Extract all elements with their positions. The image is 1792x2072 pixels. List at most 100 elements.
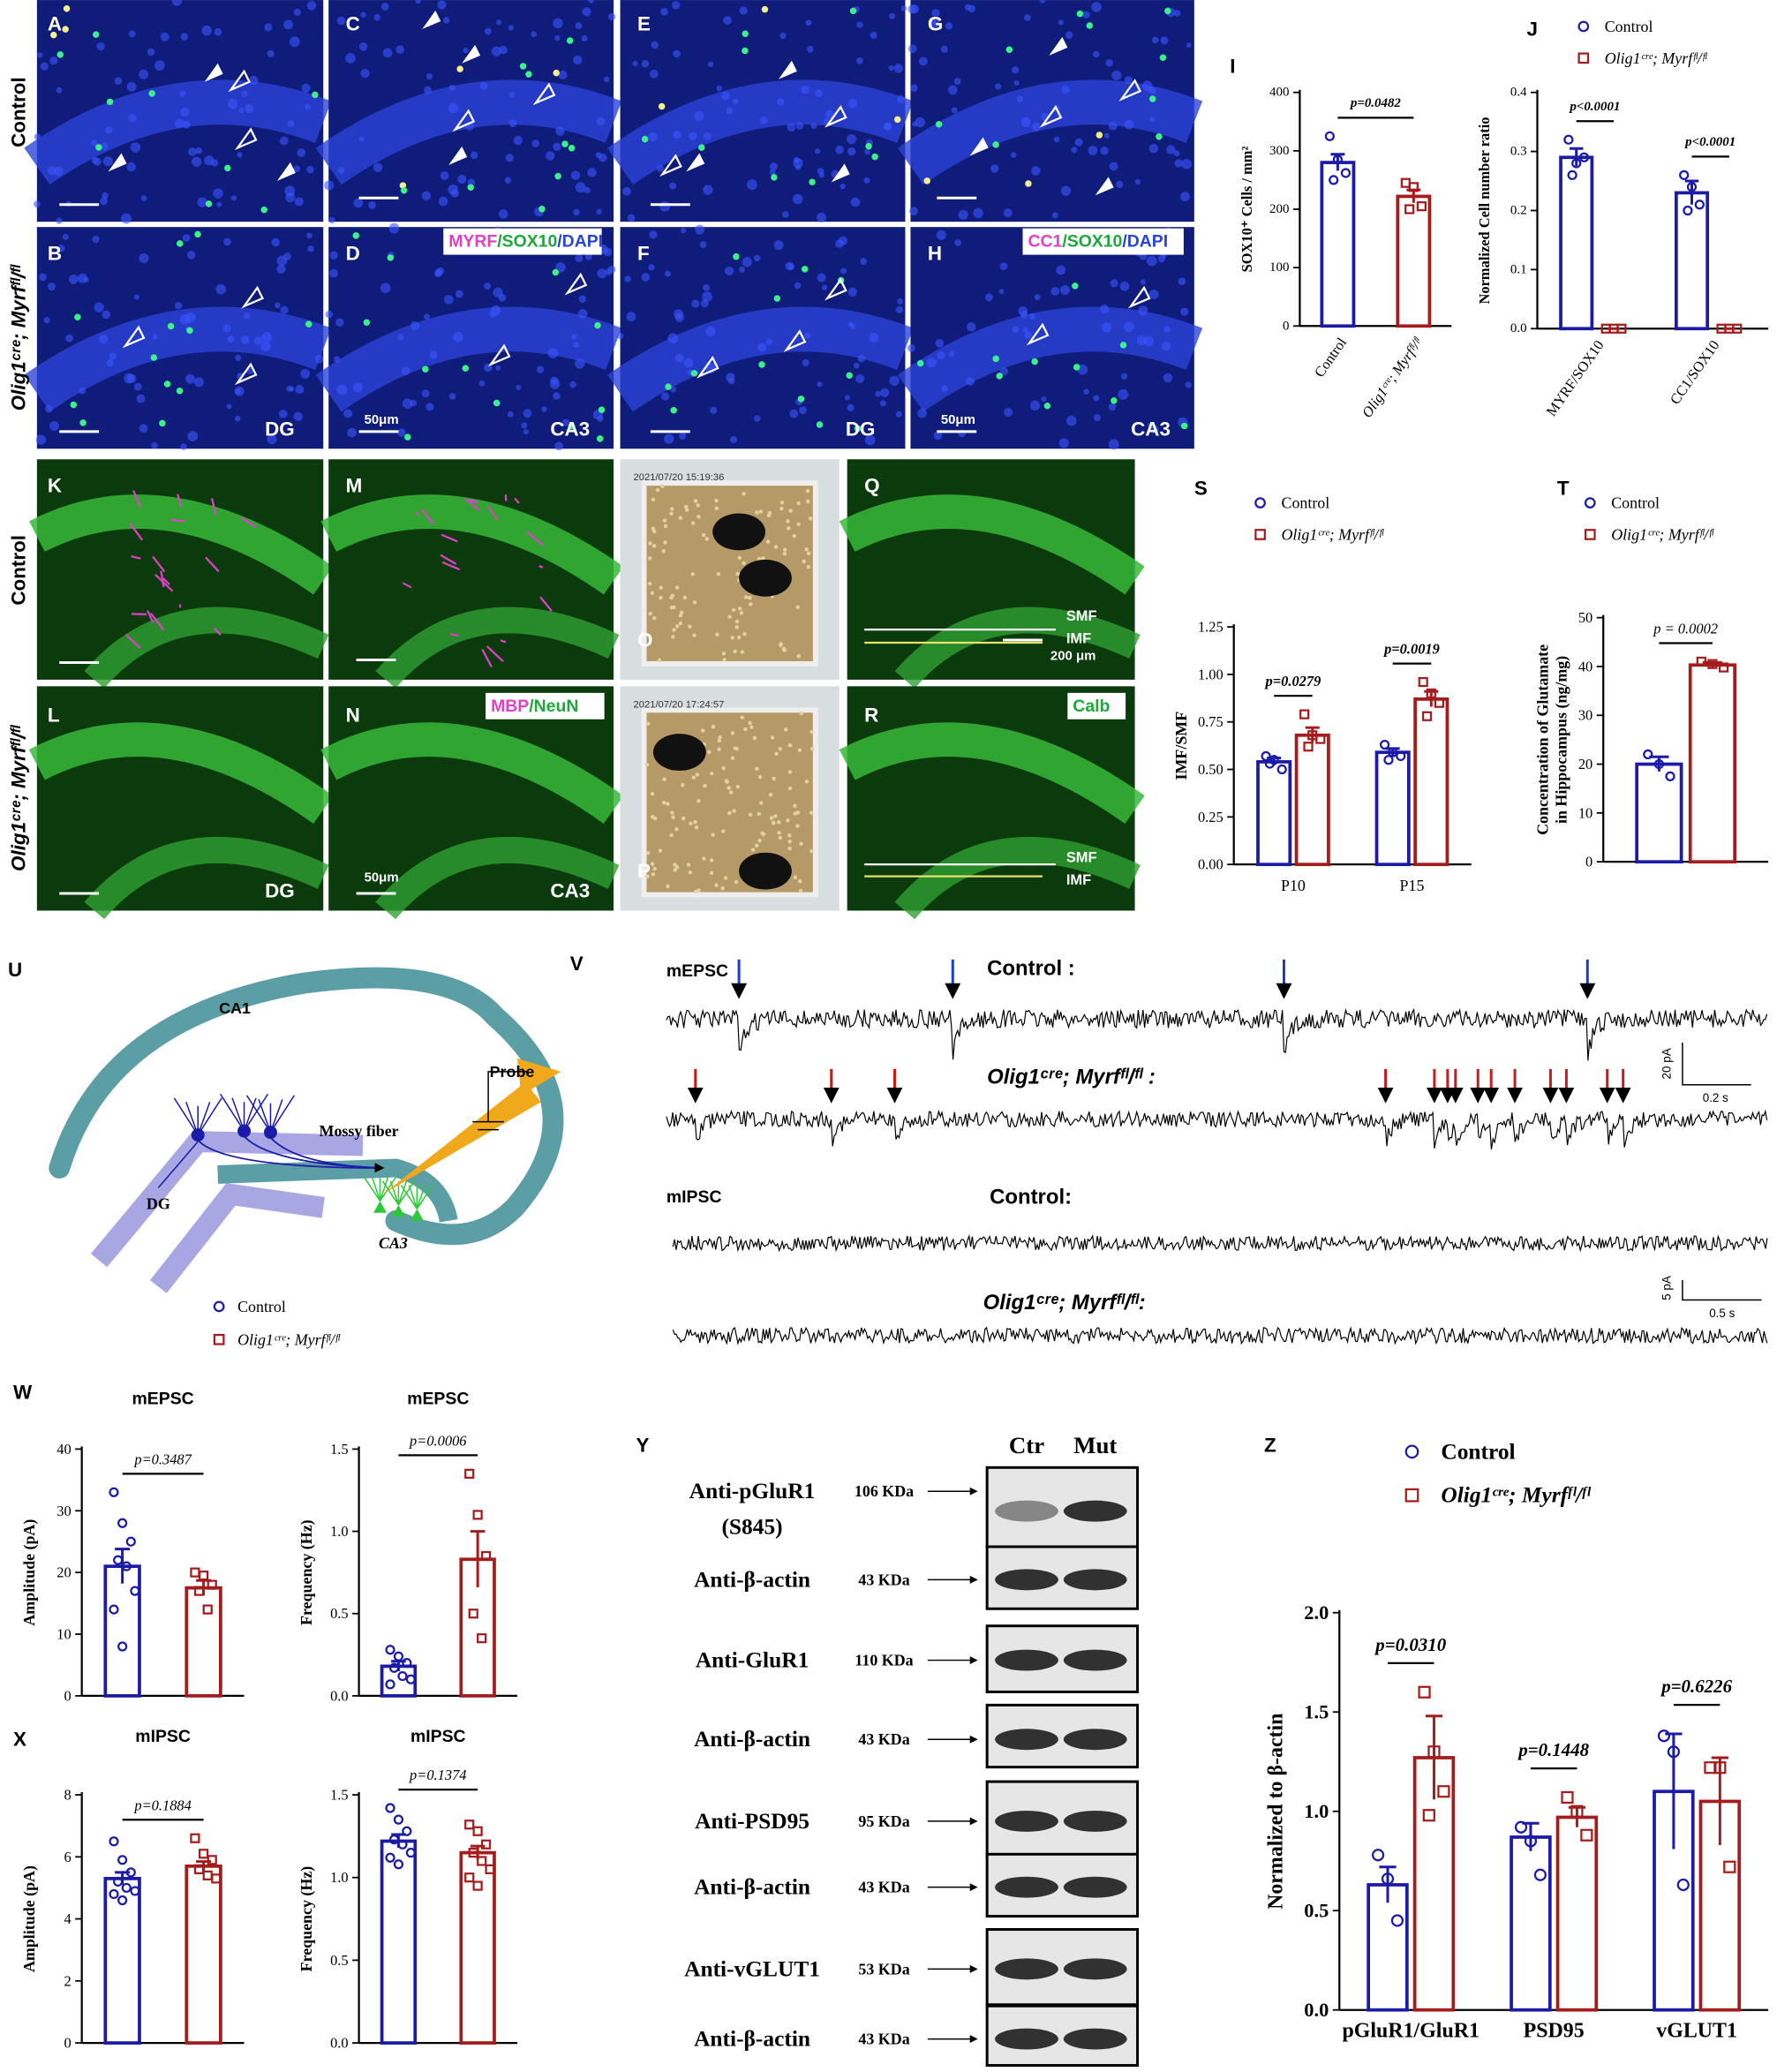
nucleus	[760, 117, 768, 124]
bedding-chip	[681, 816, 686, 821]
bedding-chip	[651, 497, 656, 502]
labeled-cell	[1076, 10, 1084, 18]
blot-band	[1063, 1569, 1127, 1591]
data-point	[1303, 742, 1314, 752]
bedding-chip	[809, 747, 815, 751]
nucleus	[491, 46, 502, 57]
micrograph	[607, 0, 914, 222]
data-point	[468, 1609, 478, 1619]
nucleus	[910, 4, 920, 14]
bedding-chip	[760, 831, 764, 836]
nucleus	[437, 0, 447, 10]
nucleus	[484, 27, 492, 35]
nucleus	[973, 207, 983, 219]
nucleus	[49, 57, 58, 65]
trace-label: Olig1ᶜʳᵉ; Myrfᶠˡ/ᶠˡ :	[987, 1065, 1156, 1089]
nucleus	[171, 0, 183, 6]
blot-sublabel: (S845)	[721, 1515, 782, 1540]
region-label: DG	[846, 418, 876, 440]
myelin	[160, 570, 165, 588]
legend-marker	[1577, 52, 1590, 64]
bedding-chip	[657, 658, 662, 663]
nucleus	[671, 1, 681, 10]
bedding-chip	[662, 777, 666, 782]
legend-marker	[1577, 20, 1590, 33]
labeled-cell	[163, 380, 171, 388]
labeled-cell	[568, 144, 576, 152]
data-point	[1676, 1878, 1690, 1892]
nucleus	[555, 126, 565, 136]
legend-marker	[1254, 497, 1266, 509]
pyramidal-cell	[410, 1209, 424, 1221]
bedding-chip	[696, 798, 701, 803]
nucleus	[893, 64, 904, 73]
nucleus	[267, 49, 275, 57]
bedding-chip	[717, 738, 722, 743]
nucleus	[1134, 178, 1141, 185]
nucleus	[732, 98, 739, 105]
ca1-field	[49, 967, 564, 1246]
nucleus	[276, 255, 288, 267]
ca3-dendrite	[408, 1185, 418, 1209]
nucleus	[855, 373, 865, 383]
labeled-cell	[205, 200, 213, 207]
legend-label: Control	[1605, 18, 1653, 35]
bar	[103, 1564, 141, 1698]
stain-label-box	[1067, 692, 1126, 720]
cell-layer	[24, 79, 332, 185]
bedding-chip	[650, 591, 655, 595]
nucleus	[966, 377, 975, 386]
nucleus	[470, 151, 478, 160]
bedding-chip	[733, 746, 738, 750]
nucleus	[660, 392, 670, 401]
bedding-chip	[782, 552, 787, 556]
legend-label: Olig1ᶜʳᵉ; Myrfᶠˡ/ᶠˡ	[1281, 525, 1384, 543]
bedding-chip	[730, 636, 734, 640]
nucleus	[895, 411, 902, 418]
data-point	[1400, 177, 1411, 188]
data-point	[1315, 734, 1326, 744]
labeled-cell	[742, 47, 749, 55]
stain-label-part: Calb	[1073, 697, 1110, 716]
nucleus	[1058, 19, 1064, 26]
labeled-cell	[871, 153, 878, 161]
data-point	[211, 1873, 222, 1884]
labeled-cell	[771, 174, 778, 181]
nucleus	[968, 4, 976, 13]
data-point	[402, 1658, 412, 1669]
labeled-cell	[462, 365, 470, 372]
myelin	[450, 633, 459, 637]
granule-cell	[263, 1126, 277, 1140]
bedding-chip	[727, 614, 732, 619]
data-point	[1418, 676, 1428, 688]
labeled-cell	[400, 186, 408, 194]
nucleus	[1012, 66, 1020, 74]
nucleus	[1100, 147, 1109, 155]
labeled-cell	[422, 365, 429, 373]
panel-letter: J	[1527, 18, 1538, 40]
nucleus	[856, 21, 863, 28]
bedding-chip	[735, 784, 741, 789]
bedding-chip	[806, 551, 811, 556]
data-point	[190, 1833, 200, 1843]
bedding-chip	[648, 541, 652, 546]
labeled-cell	[596, 435, 604, 442]
bedding-chip	[779, 501, 785, 505]
labeled-cell	[260, 206, 267, 214]
layer-label: IMF	[1066, 631, 1091, 647]
nucleus	[835, 145, 845, 154]
arrowhead-open	[824, 104, 847, 128]
y-tick-label: 20	[56, 1564, 71, 1581]
bedding-chip	[786, 818, 790, 823]
bedding-chip	[778, 747, 782, 751]
labeled-cell	[992, 355, 999, 363]
labeled-cell	[1164, 7, 1171, 15]
y-tick-label: 0.75	[1198, 713, 1224, 730]
bedding-chip	[691, 775, 696, 780]
nucleus	[238, 108, 245, 114]
nucleus	[1108, 439, 1119, 450]
nucleus	[1180, 192, 1190, 202]
probe-wire	[472, 1071, 528, 1131]
nucleus	[587, 168, 597, 177]
y-tick-label: 0	[1585, 854, 1592, 870]
